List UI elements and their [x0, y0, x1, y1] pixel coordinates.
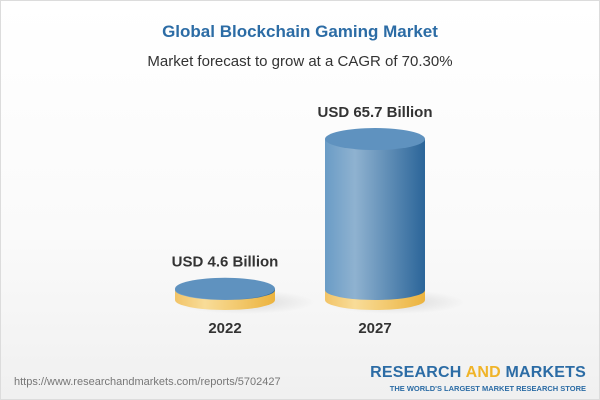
- bar-top: [175, 277, 275, 300]
- category-label: 2022: [208, 320, 241, 337]
- chart-title: Global Blockchain Gaming Market: [162, 22, 438, 41]
- chart-subtitle: Market forecast to grow at a CAGR of 70.…: [147, 53, 453, 70]
- source-url[interactable]: https://www.researchandmarkets.com/repor…: [14, 376, 281, 388]
- data-label: USD 4.6 Billion: [172, 254, 279, 271]
- research-and-markets-logo: RESEARCH AND MARKETS THE WORLD'S LARGEST…: [370, 364, 586, 393]
- category-label: 2027: [358, 320, 391, 337]
- bar-body: [325, 139, 425, 300]
- data-label: USD 65.7 Billion: [317, 104, 432, 121]
- bar-top: [325, 128, 425, 151]
